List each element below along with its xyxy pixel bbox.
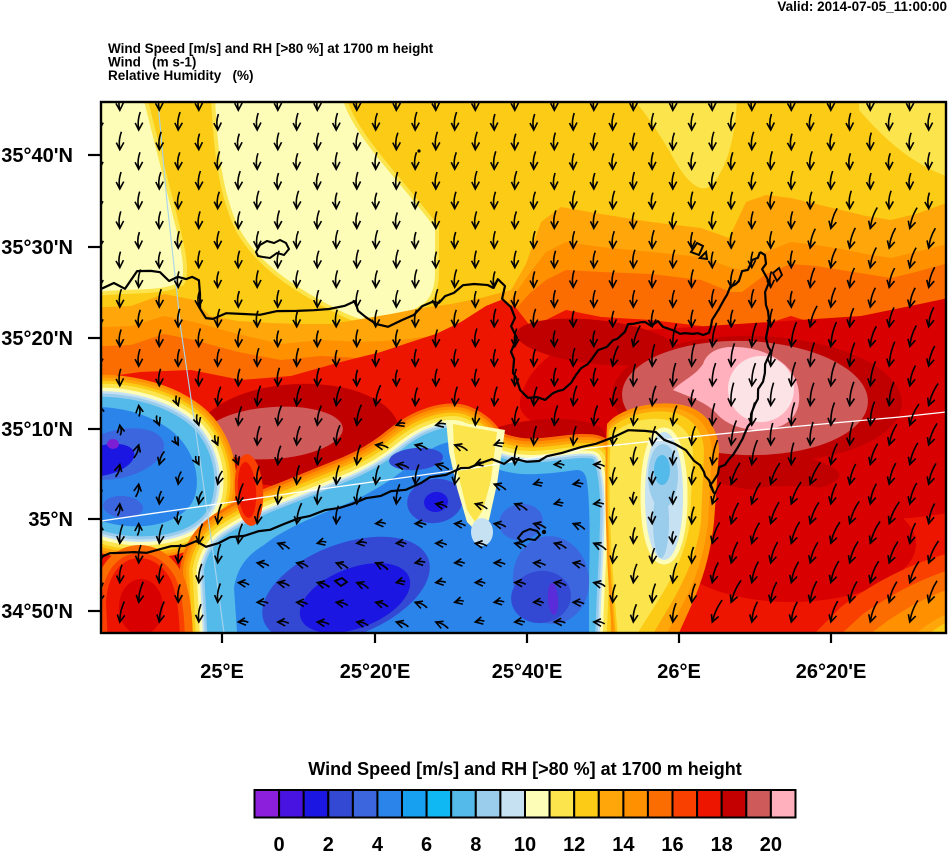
svg-text:6: 6	[421, 834, 432, 854]
svg-text:35°20'N: 35°20'N	[1, 328, 73, 350]
svg-text:Wind Speed [m/s] and RH [>80 %: Wind Speed [m/s] and RH [>80 %] at 1700 …	[108, 41, 434, 56]
svg-text:35°40'N: 35°40'N	[1, 145, 73, 167]
svg-text:25°20'E: 25°20'E	[340, 661, 411, 683]
svg-text:Relative Humidity (%): Relative Humidity (%)	[108, 68, 254, 83]
svg-text:14: 14	[612, 834, 635, 854]
svg-text:34°50'N: 34°50'N	[1, 601, 73, 623]
svg-text:18: 18	[711, 834, 733, 854]
svg-text:16: 16	[661, 834, 683, 854]
svg-text:12: 12	[563, 834, 585, 854]
svg-text:35°30'N: 35°30'N	[1, 237, 73, 259]
svg-text:20: 20	[760, 834, 782, 854]
svg-text:0: 0	[274, 834, 285, 854]
svg-text:25°40'E: 25°40'E	[492, 661, 563, 683]
svg-text:8: 8	[470, 834, 481, 854]
svg-text:10: 10	[514, 834, 536, 854]
svg-text:Wind (m s-1): Wind (m s-1)	[108, 55, 196, 70]
svg-text:26°E: 26°E	[657, 661, 701, 683]
svg-text:Wind Speed [m/s] and RH [>80 %: Wind Speed [m/s] and RH [>80 %] at 1700 …	[308, 759, 741, 779]
svg-text:35°10'N: 35°10'N	[1, 419, 73, 441]
svg-text:4: 4	[372, 834, 384, 854]
svg-text:2: 2	[323, 834, 334, 854]
svg-text:25°E: 25°E	[200, 661, 244, 683]
svg-text:Valid: 2014-07-05_11:00:00: Valid: 2014-07-05_11:00:00	[777, 0, 947, 14]
svg-text:35°N: 35°N	[28, 509, 73, 531]
svg-text:26°20'E: 26°20'E	[796, 661, 867, 683]
